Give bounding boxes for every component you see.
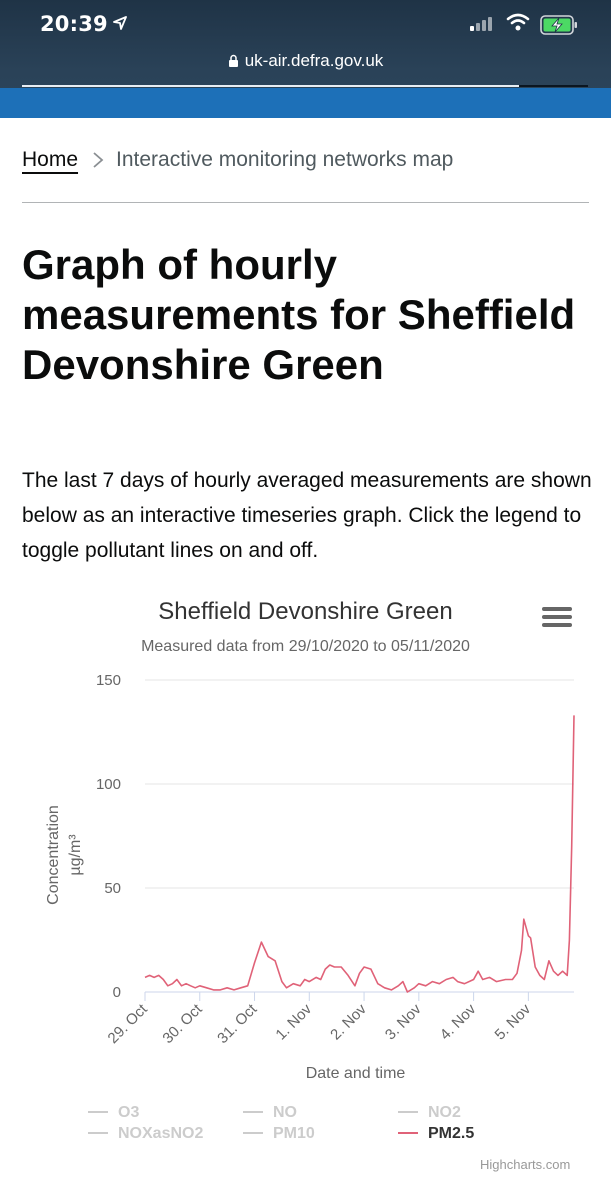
legend-item-no2[interactable]: NO2 [428, 1104, 461, 1121]
wifi-icon [506, 13, 530, 31]
y-tick-label: 50 [104, 880, 121, 897]
chart-title: Sheffield Devonshire Green [158, 598, 453, 625]
breadcrumb: Home Interactive monitoring networks map [22, 148, 453, 172]
url-text: uk-air.defra.gov.uk [244, 51, 384, 70]
page-title: Graph of hourly measurements for Sheffie… [22, 241, 576, 388]
y-tick-label: 0 [113, 984, 121, 1001]
highcharts-credits-link[interactable]: Highcharts.com [480, 1157, 571, 1172]
legend-item-noxasno2[interactable]: NOXasNO2 [118, 1125, 203, 1142]
site-header-band [0, 88, 611, 118]
browser-chrome: 20:39 uk-air.defra.gov.uk [0, 0, 611, 118]
y-axis-title: Concentration µg/m³ [45, 805, 84, 905]
chevron-right-icon [93, 152, 104, 168]
chart-subtitle: Measured data from 29/10/2020 to 05/11/2… [141, 638, 470, 655]
section-divider [22, 202, 589, 203]
legend-item-pm10[interactable]: PM10 [273, 1125, 315, 1142]
breadcrumb-home-link[interactable]: Home [22, 148, 79, 171]
x-tick-label: 4. Nov [437, 1000, 480, 1043]
x-tick-label: 30. Oct [159, 1000, 206, 1047]
x-tick-label: 3. Nov [382, 1000, 425, 1043]
x-tick-label: 5. Nov [492, 1000, 535, 1043]
legend-item-o3[interactable]: O3 [118, 1104, 139, 1121]
hamburger-line [542, 623, 572, 627]
hamburger-menu-icon [542, 607, 572, 611]
battery-charging-icon [540, 15, 577, 35]
y-tick-label: 150 [96, 672, 121, 689]
status-time: 20:39 [40, 12, 108, 36]
page-load-remaining [519, 85, 588, 87]
lock-icon [228, 54, 238, 67]
x-tick-label: 31. Oct [214, 1000, 261, 1047]
x-tick-label: 29. Oct [105, 1000, 152, 1047]
address-bar[interactable]: uk-air.defra.gov.uk [0, 51, 611, 71]
legend-item-pm25[interactable]: PM2.5 [428, 1125, 474, 1142]
legend-item-no[interactable]: NO [273, 1104, 297, 1121]
pm-timeseries-chart: 0 50 100 150 29. Oct 30. Oct 31. Oct 1. Nov 2. N… [45, 672, 575, 1142]
page-load-progress [22, 85, 519, 87]
hamburger-line [542, 615, 572, 619]
location-arrow-icon [113, 16, 127, 30]
x-tick-label: 2. Nov [327, 1000, 370, 1043]
intro-paragraph: The last 7 days of hourly averaged measu… [22, 469, 592, 562]
chart-context-menu-button[interactable] [542, 607, 572, 631]
breadcrumb-current: Interactive monitoring networks map [116, 148, 454, 171]
y-tick-label: 100 [96, 776, 121, 793]
x-tick-label: 1. Nov [272, 1000, 315, 1043]
signal-bars-icon [470, 15, 492, 31]
x-axis-title: Date and time [306, 1065, 406, 1082]
series-line-pm25 [144, 715, 575, 993]
